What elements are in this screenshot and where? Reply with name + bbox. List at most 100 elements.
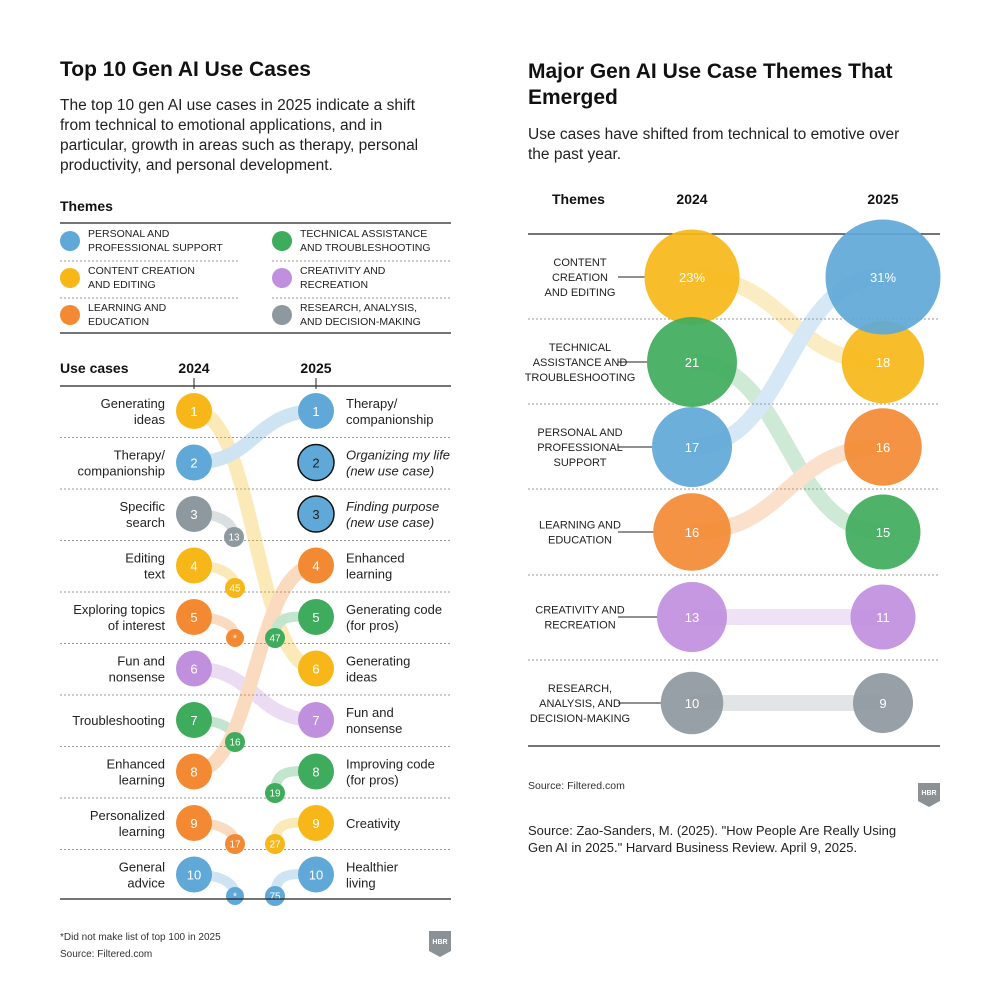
theme-bubble-2024-learning xyxy=(653,493,731,571)
legend-swatch xyxy=(60,231,80,251)
node-2024-4 xyxy=(176,547,212,584)
offchart-rank-2024: 75 xyxy=(269,892,281,903)
legend-swatch xyxy=(272,231,292,251)
node-2024-number: 6 xyxy=(190,662,197,677)
node-2025-number: 7 xyxy=(312,713,319,728)
usecase-2025-label: Generating xyxy=(346,654,410,669)
theme-value-2025: 11 xyxy=(876,610,890,625)
theme-row-label: PERSONAL AND xyxy=(537,427,622,439)
left-description-line: productivity, and personal development. xyxy=(60,157,333,174)
node-2025-number: 9 xyxy=(312,816,319,831)
node-2024-number: 9 xyxy=(190,816,197,831)
theme-bubble-2025-content_creation xyxy=(841,320,925,404)
usecase-2024-label: nonsense xyxy=(109,670,165,685)
offchart-marker-2025 xyxy=(224,527,244,547)
offchart-rank-2025: * xyxy=(233,892,237,903)
node-2024-number: 1 xyxy=(190,404,197,419)
usecase-2025-label: living xyxy=(346,876,376,891)
node-2025-number: 5 xyxy=(312,610,319,625)
node-2025-number: 6 xyxy=(312,662,319,677)
left-description-line: from technical to emotional applications… xyxy=(60,117,382,134)
usecase-2025-label: ideas xyxy=(346,670,378,685)
hbr-logo-right: HBR xyxy=(918,783,940,807)
legend-swatch xyxy=(60,305,80,325)
theme-row-label: DECISION-MAKING xyxy=(530,713,630,725)
node-2025-4 xyxy=(298,547,334,584)
node-2024-number: 10 xyxy=(187,868,201,883)
offchart-rank-2024: 47 xyxy=(269,634,281,645)
legend-label: CONTENT CREATION xyxy=(88,265,195,277)
column-header-2025: 2025 xyxy=(300,360,331,376)
legend-label: AND EDITING xyxy=(88,279,156,291)
citation-line: Gen AI in 2025." Harvard Business Review… xyxy=(528,840,857,855)
theme-bubble-2025-learning xyxy=(844,408,922,486)
node-2024-9 xyxy=(176,805,212,841)
legend-label: LEARNING AND xyxy=(88,302,167,314)
usecase-2025-label: Improving code xyxy=(346,757,435,772)
theme-bubble-2025-technical xyxy=(845,494,921,570)
usecase-2025-label: Creativity xyxy=(346,816,401,831)
theme-bubble-2024-content_creation xyxy=(644,229,740,325)
right-panel: Major Gen AI Use Case Themes That Emerged… xyxy=(525,60,941,855)
theme-bubble-2025-personal_support xyxy=(825,219,941,335)
theme-value-2024: 10 xyxy=(685,696,699,711)
theme-row-label: AND EDITING xyxy=(545,287,616,299)
left-title: Top 10 Gen AI Use Cases xyxy=(60,58,311,81)
node-2024-3 xyxy=(176,496,212,532)
offchart-rank-2024: 19 xyxy=(269,789,281,800)
usecase-2024-label: advice xyxy=(127,876,165,891)
theme-row-label: ANALYSIS, AND xyxy=(539,698,621,710)
svg-text:HBR: HBR xyxy=(921,790,936,797)
usecase-2024-label: companionship xyxy=(78,464,165,479)
theme-row-label: RESEARCH, xyxy=(548,683,612,695)
usecase-2025-label: (new use case) xyxy=(346,464,434,479)
legend-item-personal_support: PERSONAL AND PROFESSIONAL SUPPORT xyxy=(60,228,238,262)
legend-label: AND DECISION-MAKING xyxy=(300,316,421,328)
themes-heading: Themes xyxy=(60,198,113,214)
usecase-2024-label: Specific xyxy=(119,499,165,514)
column-header-2024: 2024 xyxy=(178,360,209,376)
usecase-2024-label: Editing xyxy=(125,551,165,566)
usecase-2025-label: Therapy/ xyxy=(346,396,398,411)
node-2025-10 xyxy=(298,856,334,893)
theme-value-2025: 18 xyxy=(876,355,890,370)
usecase-2025-label: nonsense xyxy=(346,721,402,736)
offchart-marker-2024 xyxy=(265,783,285,803)
node-2025-number: 3 xyxy=(312,507,319,522)
citation: Source: Zao-Sanders, M. (2025). "How Peo… xyxy=(528,823,896,855)
themes-legend: PERSONAL AND PROFESSIONAL SUPPORT TECHNICA… xyxy=(60,228,450,328)
theme-row-label: CREATION xyxy=(552,272,608,284)
legend-item-content_creation: CONTENT CREATION AND EDITING xyxy=(60,265,238,299)
right-title-line: Major Gen AI Use Case Themes That xyxy=(528,60,893,83)
theme-value-2025: 9 xyxy=(879,696,886,711)
theme-bubble-2024-research xyxy=(660,671,724,735)
node-2025-6 xyxy=(298,650,334,687)
offchart-marker-2025 xyxy=(225,732,245,752)
usecase-2024-label: search xyxy=(126,515,165,530)
hbr-logo-left: HBR xyxy=(429,931,451,957)
usecase-2024-label: Enhanced xyxy=(106,757,165,772)
flow-1 xyxy=(187,404,323,676)
right-column-2025: 2025 xyxy=(867,191,898,207)
node-2025-1 xyxy=(298,393,334,429)
usecase-2025-label: Organizing my life xyxy=(346,448,450,463)
legend-item-technical: TECHNICAL ASSISTANCE AND TROUBLESHOOTING xyxy=(272,228,450,262)
legend-swatch xyxy=(272,305,292,325)
node-2024-7 xyxy=(176,702,212,738)
usecase-2024-label: Therapy/ xyxy=(114,448,166,463)
left-description: The top 10 gen AI use cases in 2025 indi… xyxy=(60,97,418,174)
legend-item-creativity: CREATIVITY AND RECREATION xyxy=(272,265,450,299)
usecase-2025-label: companionship xyxy=(346,412,433,427)
node-2025-9 xyxy=(298,805,334,841)
theme-nodes: 23% 18 CONTENT CREATION AND EDITING 21 15 TECHN… xyxy=(525,219,941,735)
node-2024-number: 4 xyxy=(190,559,197,574)
offchart-marker-2025 xyxy=(226,887,244,905)
node-2024-10 xyxy=(176,856,212,893)
node-2024-6 xyxy=(176,650,212,687)
legend-label: RESEARCH, ANALYSIS, xyxy=(300,302,417,314)
usecase-2025-label: (for pros) xyxy=(346,773,399,788)
legend-item-learning: LEARNING AND EDUCATION xyxy=(60,302,167,328)
theme-value-2024: 23% xyxy=(679,270,705,285)
usecase-2024-label: Generating xyxy=(101,396,165,411)
